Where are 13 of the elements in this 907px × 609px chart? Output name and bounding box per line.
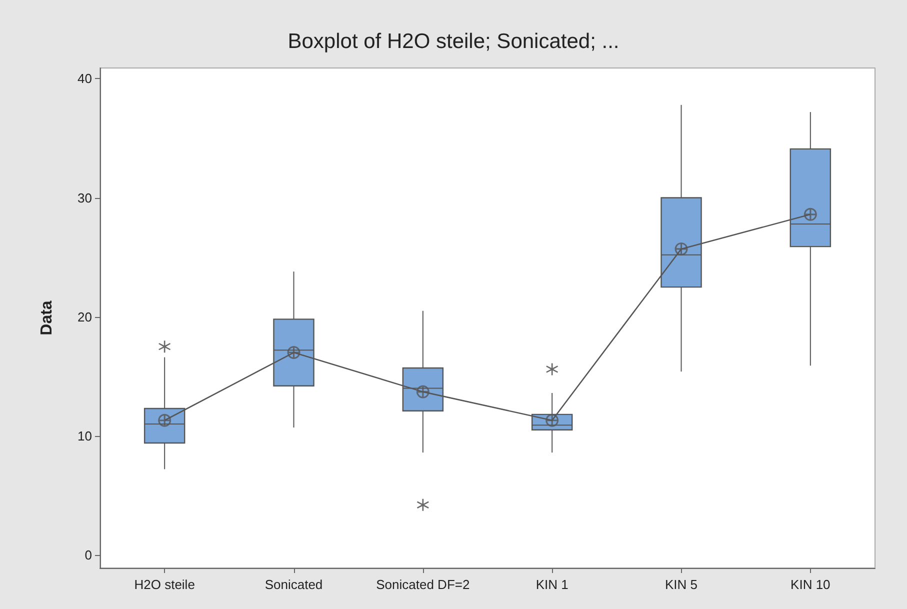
y-axis-title: Data (38, 300, 56, 336)
x-tick-label: KIN 5 (664, 577, 698, 592)
y-tick-label: 0 (84, 547, 92, 562)
x-tick-label: Sonicated DF=2 (376, 577, 470, 592)
y-tick-label: 20 (78, 309, 92, 324)
x-tick-label: KIN 1 (536, 577, 568, 592)
x-tick-label: Sonicated (264, 577, 323, 592)
y-tick-label: 30 (78, 190, 92, 206)
x-tick-label: H2O steile (134, 577, 195, 592)
y-tick-label: 10 (78, 428, 92, 444)
y-tick-label: 40 (78, 71, 92, 86)
chart-title: Boxplot of H2O steile; Sonicated; ... (288, 30, 620, 53)
x-tick-label: KIN 10 (790, 577, 830, 592)
